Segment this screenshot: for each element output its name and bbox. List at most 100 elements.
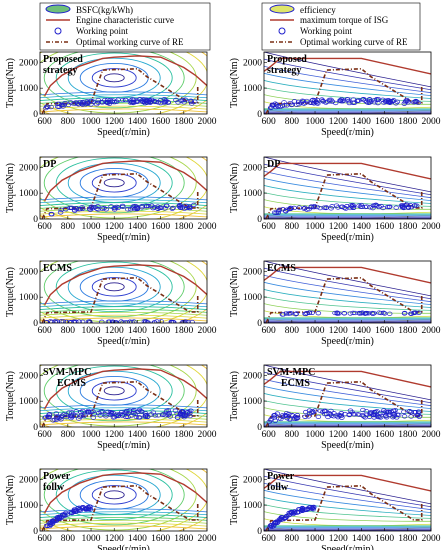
working-point bbox=[334, 310, 340, 315]
working-point bbox=[126, 408, 133, 413]
x-tick-label: 1400 bbox=[352, 534, 371, 544]
x-tick-label: 1400 bbox=[352, 222, 371, 232]
y-tick-label: 1000 bbox=[19, 84, 38, 94]
x-tick-label: 1600 bbox=[151, 430, 170, 440]
strategy-label: SVM-MPC bbox=[267, 367, 315, 378]
strategy-label: Power bbox=[267, 471, 295, 482]
plot-area bbox=[40, 469, 207, 531]
working-point bbox=[291, 99, 298, 104]
bsfc-contour-band bbox=[40, 213, 207, 218]
efficiency-contour bbox=[264, 407, 431, 418]
working-point bbox=[189, 319, 195, 323]
y-tick-label: 0 bbox=[257, 110, 262, 120]
working-point bbox=[302, 414, 308, 419]
x-tick-label: 1600 bbox=[375, 117, 394, 127]
working-point bbox=[292, 414, 299, 420]
working-point bbox=[320, 99, 327, 104]
x-tick-label: 600 bbox=[38, 222, 53, 232]
legend-working-point-swatch bbox=[54, 27, 62, 35]
bsfc-contour bbox=[55, 261, 173, 313]
working-point bbox=[111, 205, 117, 211]
y-axis-label: Torque(Nm) bbox=[229, 58, 240, 108]
x-tick-label: 1600 bbox=[375, 534, 394, 544]
working-point bbox=[115, 413, 122, 419]
legend-engine-curve-label: Engine characteristic curve bbox=[76, 15, 174, 25]
bsfc-contour-band bbox=[40, 517, 207, 521]
working-point bbox=[96, 410, 102, 416]
x-tick-label: 2000 bbox=[198, 222, 217, 232]
x-tick-label: 600 bbox=[262, 222, 277, 232]
working-point bbox=[178, 409, 185, 415]
optimal-working-curve bbox=[265, 484, 423, 531]
efficiency-contour bbox=[264, 213, 431, 219]
bsfc-contour bbox=[91, 173, 137, 193]
working-point bbox=[373, 412, 379, 418]
y-tick-label: 2000 bbox=[19, 58, 38, 68]
x-tick-label: 1400 bbox=[128, 534, 147, 544]
efficiency-contour bbox=[264, 52, 431, 88]
contour-layer bbox=[40, 469, 207, 531]
working-point bbox=[128, 99, 135, 105]
x-tick-label: 1200 bbox=[329, 222, 348, 232]
x-tick-label: 1200 bbox=[329, 326, 348, 336]
subplot-bsfc-svm-mpc-ecms: 600 800 1000 1200 1400 1600 1800 2000 0 1000 2000 S… bbox=[5, 364, 217, 451]
working-point bbox=[105, 319, 112, 323]
working-point bbox=[293, 415, 300, 420]
x-tick-label: 1400 bbox=[128, 117, 147, 127]
working-point bbox=[161, 97, 168, 102]
bsfc-contour-band bbox=[40, 314, 207, 319]
working-point bbox=[338, 97, 345, 102]
working-point bbox=[269, 524, 275, 529]
optimal-working-curve bbox=[41, 484, 199, 531]
working-point bbox=[312, 408, 318, 413]
working-point bbox=[50, 418, 56, 423]
isg-max-torque-curve bbox=[264, 162, 431, 180]
working-point bbox=[188, 98, 194, 103]
x-tick-label: 1800 bbox=[174, 222, 193, 232]
x-tick-label: 1000 bbox=[306, 222, 325, 232]
legend-efficiency-swatch bbox=[269, 4, 295, 14]
x-tick-label: 600 bbox=[262, 326, 277, 336]
subplot-efficiency-power-follw: 600 800 1000 1200 1400 1600 1800 2000 0 1000 2000 S… bbox=[229, 468, 441, 550]
working-point bbox=[280, 207, 286, 212]
strategy-label: ECMS bbox=[57, 378, 86, 389]
working-point bbox=[70, 412, 76, 417]
subplot-bsfc-ecms: 600 800 1000 1200 1400 1600 1800 2000 0 1000 2000 S… bbox=[5, 260, 217, 347]
working-point bbox=[131, 319, 137, 323]
optimal-working-curve bbox=[41, 276, 199, 323]
working-point bbox=[45, 414, 51, 419]
x-tick-label: 1600 bbox=[375, 326, 394, 336]
working-point bbox=[85, 408, 91, 414]
isg-max-torque-curve bbox=[264, 474, 431, 492]
y-axis-label: Torque(Nm) bbox=[229, 163, 240, 213]
working-point bbox=[61, 102, 67, 107]
working-point bbox=[97, 413, 104, 418]
x-tick-label: 800 bbox=[61, 117, 76, 127]
y-tick-label: 0 bbox=[257, 215, 262, 225]
working-point bbox=[191, 202, 197, 208]
plot-area bbox=[264, 469, 431, 531]
working-point bbox=[386, 311, 393, 316]
legend-efficiency-label: efficiency bbox=[300, 5, 336, 15]
working-point bbox=[134, 99, 141, 104]
optimal-working-curve bbox=[265, 276, 423, 323]
engine-characteristic-curve bbox=[44, 55, 207, 97]
x-tick-label: 1200 bbox=[329, 117, 348, 127]
efficiency-contour bbox=[264, 504, 431, 519]
working-point bbox=[292, 312, 299, 317]
working-point bbox=[49, 519, 56, 524]
working-point bbox=[123, 414, 129, 420]
efficiency-contour bbox=[264, 296, 431, 311]
y-tick-label: 0 bbox=[33, 319, 38, 329]
working-point bbox=[352, 310, 358, 316]
subplot-efficiency-proposed-strategy: 600 800 1000 1200 1400 1600 1800 2000 0 1000 2000 S… bbox=[229, 51, 441, 138]
working-point bbox=[282, 515, 289, 520]
y-tick-label: 1000 bbox=[19, 293, 38, 303]
working-point bbox=[53, 417, 60, 422]
y-tick-label: 2000 bbox=[243, 371, 262, 381]
working-point bbox=[105, 409, 111, 414]
working-point bbox=[304, 207, 310, 212]
working-point bbox=[304, 311, 310, 316]
x-tick-label: 1200 bbox=[105, 117, 124, 127]
working-point bbox=[52, 320, 59, 323]
